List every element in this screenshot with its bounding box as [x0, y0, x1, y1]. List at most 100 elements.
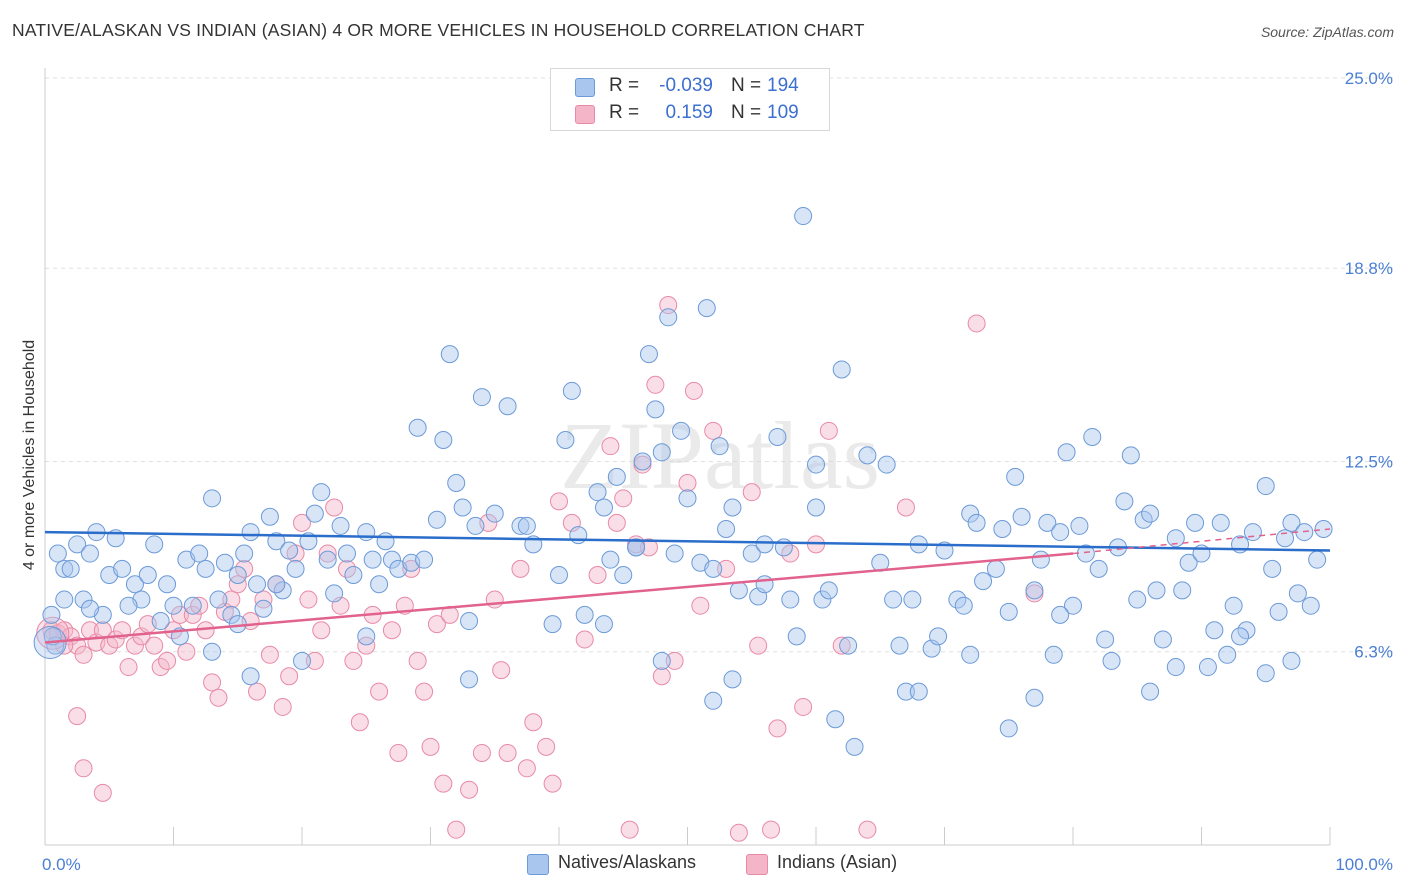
data-point-natives: [1031, 550, 1050, 569]
data-point-natives: [460, 670, 479, 689]
data-point-natives: [190, 544, 209, 563]
data-point-natives: [768, 427, 787, 446]
data-point-indians: [460, 780, 479, 799]
data-point-natives: [337, 544, 356, 563]
data-point-natives: [1064, 596, 1082, 615]
data-point-indians: [74, 759, 93, 778]
data-point-natives: [325, 584, 344, 603]
data-point-natives: [787, 627, 806, 646]
data-point-natives: [1231, 627, 1250, 646]
data-point-natives: [1121, 446, 1140, 465]
data-point-natives: [68, 535, 87, 554]
data-point-indians: [498, 743, 517, 762]
data-point-indians: [209, 688, 228, 707]
data-point-indians: [254, 590, 273, 609]
data-point-indians: [794, 697, 813, 716]
data-point-natives: [318, 550, 337, 569]
y-tick-label: 6.3%: [1354, 643, 1393, 662]
data-point-natives: [1308, 550, 1327, 569]
data-point-natives: [723, 498, 742, 517]
data-point-natives: [974, 572, 993, 591]
data-point-indians: [588, 566, 607, 585]
legend-label-indians: Indians (Asian): [777, 852, 898, 872]
data-point-natives: [1282, 513, 1301, 532]
data-point-natives: [550, 566, 568, 585]
data-point-natives: [659, 308, 678, 327]
data-point-indians: [768, 719, 787, 738]
data-point-natives: [1256, 664, 1275, 683]
data-point-natives: [376, 532, 395, 551]
data-point-indians: [678, 473, 697, 492]
data-point-indians: [273, 697, 292, 716]
data-point-indians: [203, 673, 222, 692]
data-point-natives: [125, 575, 144, 594]
data-point-natives: [1057, 443, 1076, 462]
data-point-natives: [781, 590, 800, 609]
data-point-natives: [1083, 427, 1102, 446]
data-point-natives: [1012, 507, 1031, 526]
data-point-natives: [807, 498, 825, 517]
data-point-natives: [742, 544, 761, 563]
data-point-indians: [318, 544, 337, 563]
data-point-natives: [999, 602, 1018, 621]
data-point-natives: [877, 455, 896, 474]
data-point-natives: [839, 636, 858, 655]
data-point-natives: [639, 345, 658, 364]
chart-title: NATIVE/ALASKAN VS INDIAN (ASIAN) 4 OR MO…: [12, 20, 865, 40]
y-tick-label: 12.5%: [1345, 453, 1393, 472]
data-point-indians: [524, 713, 543, 732]
data-point-natives: [498, 397, 517, 416]
data-point-natives: [1096, 630, 1115, 649]
data-point-indians: [145, 636, 164, 655]
data-point-natives: [556, 431, 575, 450]
data-point-natives: [594, 615, 613, 634]
data-point-natives: [1166, 529, 1185, 548]
data-point-natives: [466, 516, 485, 535]
data-point-indians: [717, 559, 736, 578]
indians-swatch: [746, 854, 768, 875]
stats-legend: R = -0.039 N = 194 R = 0.159 N = 109: [550, 68, 830, 131]
data-point-natives: [961, 645, 980, 664]
data-point-indians: [537, 737, 556, 756]
data-point-indians: [762, 820, 781, 839]
data-point-natives: [896, 682, 915, 701]
data-point-natives: [697, 299, 716, 318]
data-point-indians: [260, 645, 279, 664]
data-point-natives: [164, 596, 183, 615]
data-point-natives: [485, 504, 504, 523]
data-point-indians: [639, 538, 658, 557]
data-point-indians: [858, 820, 877, 839]
data-point-indians: [492, 661, 511, 680]
data-point-natives: [678, 489, 697, 508]
n-value: 194: [767, 75, 799, 96]
data-point-natives: [569, 526, 588, 545]
data-point-indians: [601, 437, 620, 456]
data-point-natives: [382, 550, 401, 569]
data-point-natives: [909, 682, 928, 701]
data-point-natives: [151, 612, 170, 631]
data-point-natives: [652, 651, 671, 670]
data-point-natives: [1288, 584, 1307, 603]
data-point-indians: [93, 783, 112, 802]
data-point-indians: [177, 642, 196, 661]
data-point-natives: [254, 599, 273, 618]
data-point-natives: [293, 651, 311, 670]
data-point-indians: [158, 651, 177, 670]
data-point-natives: [575, 605, 594, 624]
data-point-natives: [158, 575, 177, 594]
data-point-natives: [1070, 516, 1089, 535]
data-point-indians: [517, 759, 536, 778]
x-tick-label: 0.0%: [42, 855, 81, 874]
data-point-natives: [832, 360, 851, 379]
data-point-indians: [74, 645, 93, 664]
data-point-indians: [382, 621, 401, 640]
data-point-natives: [986, 559, 1005, 578]
data-point-indians: [183, 605, 202, 624]
data-point-natives: [453, 498, 472, 517]
data-point-natives: [813, 590, 832, 609]
data-point-indians: [472, 743, 491, 762]
data-point-indians: [415, 682, 434, 701]
data-point-natives: [80, 599, 99, 618]
data-point-natives: [511, 516, 530, 535]
data-point-indians: [299, 590, 318, 609]
